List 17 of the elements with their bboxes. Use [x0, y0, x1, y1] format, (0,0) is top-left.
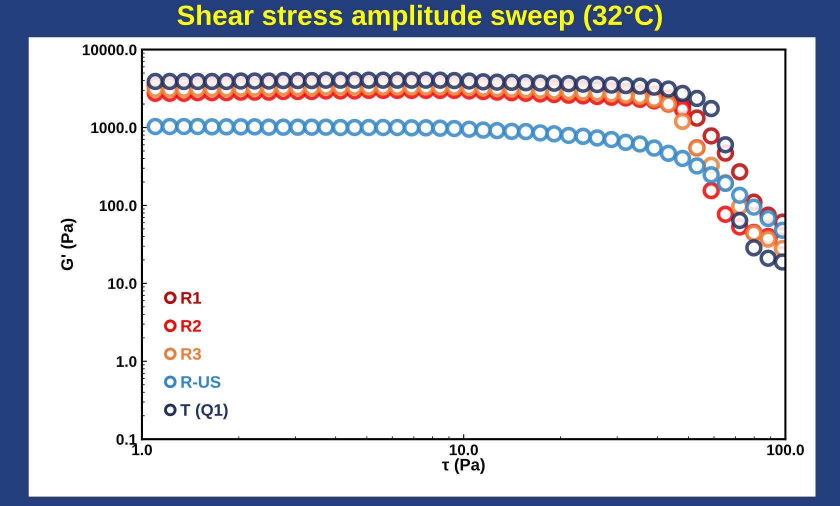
- y-axis-title: G' (Pa): [60, 218, 76, 270]
- y-tick-label: 1.0: [116, 356, 136, 367]
- x-tick-label: 10.0: [450, 444, 478, 456]
- chart-title: Shear stress amplitude sweep (32°C): [178, 4, 662, 31]
- y-tick-label: 1000.0: [91, 122, 136, 134]
- y-tick-label: 0.1: [116, 434, 137, 445]
- legend-label: R2: [181, 320, 201, 332]
- x-axis-title: τ (Pa): [442, 458, 485, 474]
- x-tick-label: 1.0: [132, 444, 152, 456]
- legend-label: R-US: [181, 376, 220, 388]
- x-tick-label: 100.0: [767, 444, 804, 456]
- legend-label: R1: [181, 292, 202, 304]
- y-tick-label: 10000.0: [82, 44, 136, 56]
- y-tick-label: 100.0: [100, 200, 136, 212]
- legend-label: T (Q1): [180, 404, 228, 420]
- y-tick-label: 10.0: [108, 278, 136, 290]
- legend-label: R3: [181, 348, 201, 360]
